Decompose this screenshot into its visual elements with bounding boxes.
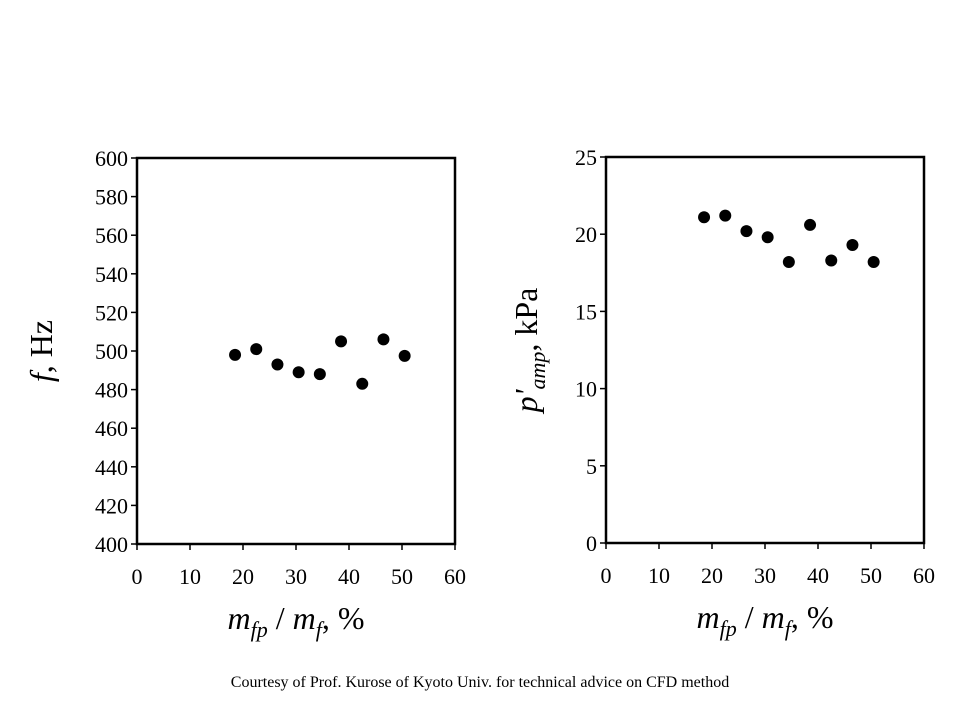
y-tick-label: 480: [95, 378, 128, 403]
y-tick-label: 420: [95, 493, 128, 518]
y-tick-label: 15: [575, 299, 597, 324]
chart-2: 0 5 10 15 20 25 0 10 20 30 40 50 60 mfp / mf, % p'amp,…: [508, 145, 935, 641]
x-tick-label: 30: [285, 564, 307, 589]
x-tick-label: 0: [601, 563, 612, 588]
y-tick-label: 540: [95, 262, 128, 287]
y-tick-label: 10: [575, 377, 597, 402]
y-axis-title: f, Hz: [23, 320, 59, 382]
x-axis-title: mfp / mf, %: [227, 600, 364, 642]
x-tick-label: 20: [232, 564, 254, 589]
data-point: [804, 218, 817, 231]
data-point: [825, 254, 838, 267]
x-tick-label: 40: [338, 564, 360, 589]
data-point: [761, 231, 774, 244]
data-point: [313, 368, 326, 381]
data-point: [377, 333, 390, 346]
data-point: [740, 225, 753, 238]
data-point: [335, 335, 348, 348]
data-point: [698, 211, 711, 224]
data-point: [292, 366, 305, 379]
x-tick-label: 60: [913, 563, 935, 588]
x-tick-label: 0: [132, 564, 143, 589]
y-tick-label: 25: [575, 145, 597, 170]
x-axis-title: mfp / mf, %: [696, 599, 833, 641]
y-tick-label: 580: [95, 185, 128, 210]
data-point: [250, 343, 263, 356]
y-tick-label: 20: [575, 222, 597, 247]
data-point: [846, 239, 859, 252]
x-tick-label: 20: [701, 563, 723, 588]
y-tick-label: 400: [95, 532, 128, 557]
data-point: [782, 255, 795, 268]
x-tick-label: 50: [391, 564, 413, 589]
x-tick-label: 10: [179, 564, 201, 589]
chart-1: 400 420 440 460 480 500 520 540 560 580 600 0 10 20 30…: [23, 146, 466, 642]
footnote: Courtesy of Prof. Kurose of Kyoto Univ. …: [230, 674, 730, 691]
y-tick-label: 460: [95, 416, 128, 441]
data-point: [356, 377, 369, 390]
y-tick-label: 600: [95, 146, 128, 171]
x-tick-label: 30: [754, 563, 776, 588]
data-point: [867, 255, 880, 268]
y-axis-title: p'amp, kPa: [508, 288, 550, 415]
data-point: [719, 209, 732, 222]
y-tick-label: 0: [586, 531, 597, 556]
x-tick-label: 10: [648, 563, 670, 588]
plot-frame: [604, 155, 926, 545]
x-tick-label: 50: [860, 563, 882, 588]
x-tick-label: 40: [807, 563, 829, 588]
data-point: [229, 348, 242, 361]
y-tick-label: 520: [95, 300, 128, 325]
data-point: [398, 349, 411, 362]
y-tick-label: 5: [586, 454, 597, 479]
y-tick-label: 560: [95, 223, 128, 248]
data-point: [271, 358, 284, 371]
y-tick-label: 500: [95, 339, 128, 364]
y-tick-label: 440: [95, 455, 128, 480]
x-tick-label: 60: [444, 564, 466, 589]
